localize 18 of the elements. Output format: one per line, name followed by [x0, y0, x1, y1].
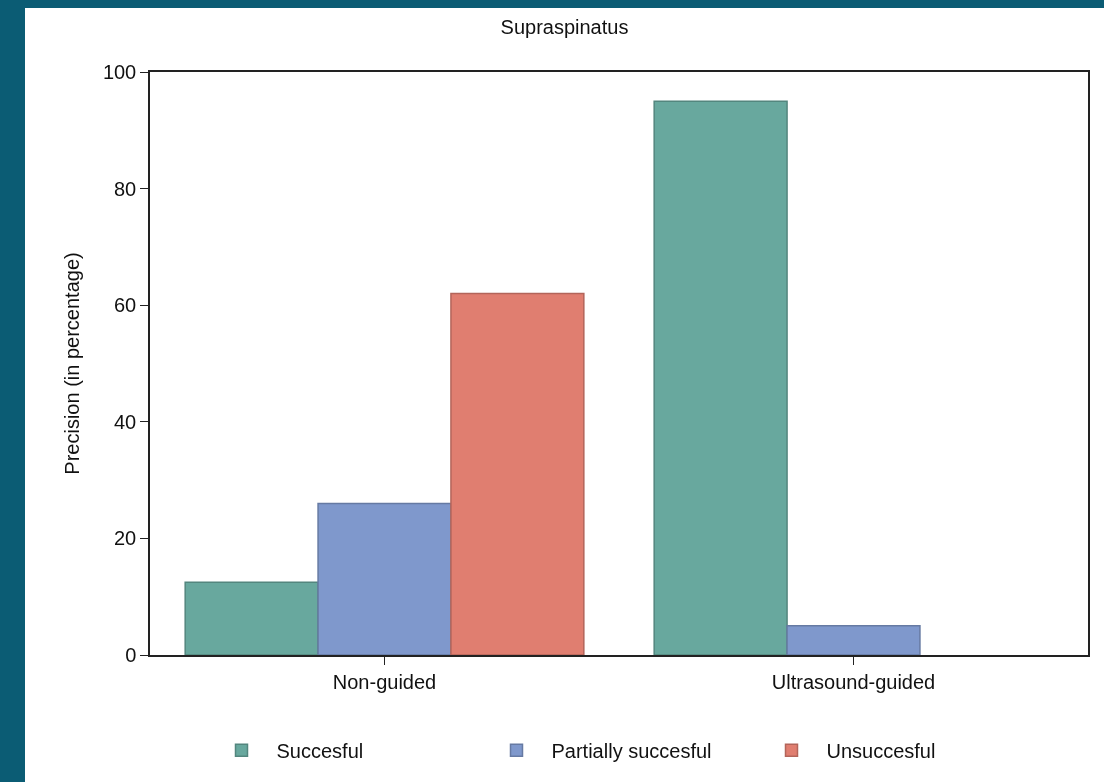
x-tick-label: Ultrasound-guided — [771, 670, 936, 693]
chart-title: Supraspinatus — [500, 15, 629, 38]
y-tick-label: 20 — [114, 527, 137, 550]
y-tick-label: 80 — [114, 177, 137, 200]
legend-label: Partially succesful — [551, 740, 712, 763]
bar — [184, 581, 319, 655]
bar — [653, 100, 788, 655]
y-tick-label: 40 — [114, 410, 137, 433]
y-tick-label: 0 — [125, 644, 137, 666]
y-axis-title: Precision (in percentage) — [60, 252, 83, 475]
legend-label: Unsuccesful — [826, 740, 936, 763]
bar — [786, 625, 921, 655]
bar — [317, 502, 452, 655]
y-tick-label: 100 — [102, 61, 137, 83]
bar — [450, 292, 585, 655]
x-tick-label: Non-guided — [332, 670, 437, 693]
legend-label: Succesful — [276, 740, 364, 763]
y-tick-label: 60 — [114, 294, 137, 317]
